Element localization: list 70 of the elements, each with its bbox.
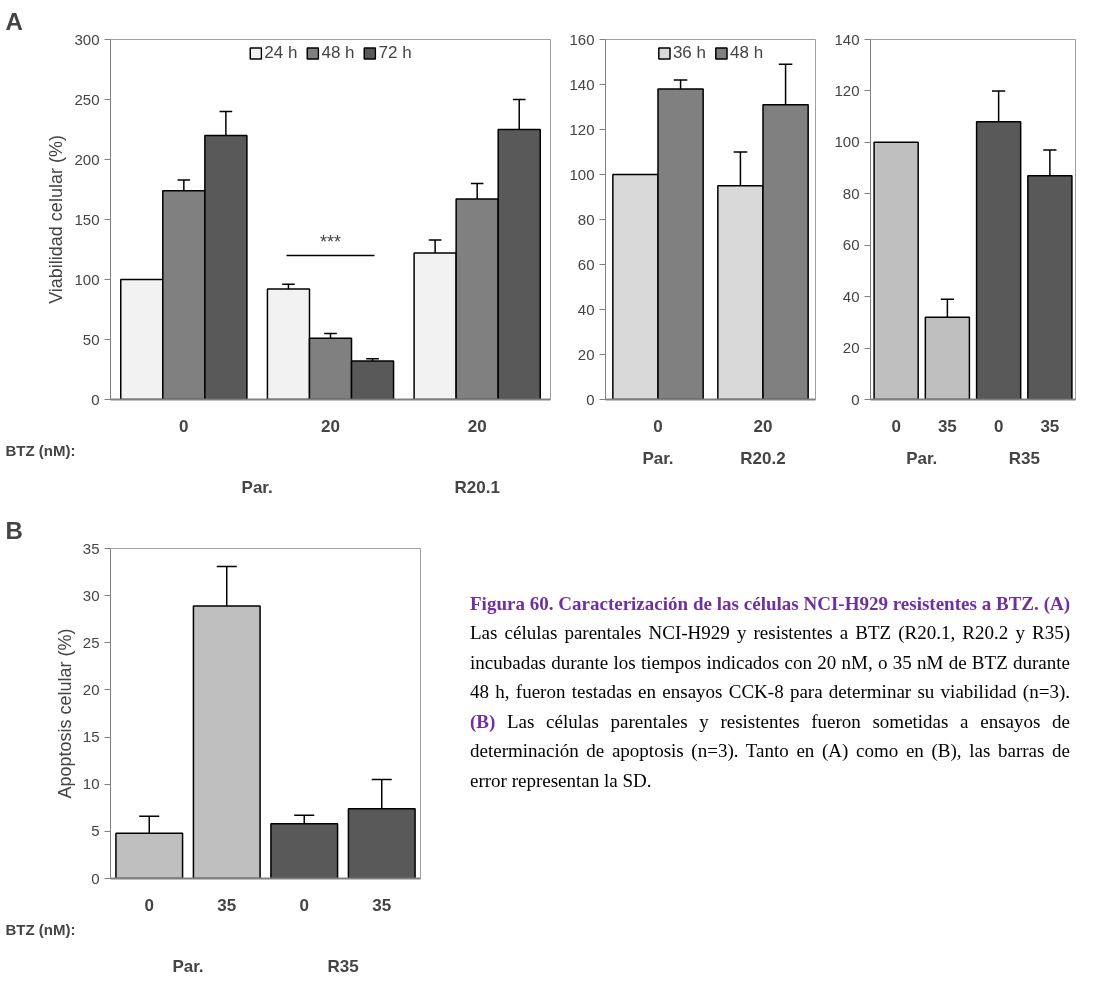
x-tick-label: 20 (753, 416, 773, 436)
y-tick-label: 15 (82, 728, 100, 746)
text: B (5, 516, 23, 544)
y-axis-title: Viabilidad celular (%) (46, 135, 67, 304)
y-tick-label: 100 (569, 165, 595, 183)
y-tick-label: 160 (569, 30, 595, 48)
x-tick-label: 35 (937, 416, 957, 436)
y-tick-label: 150 (74, 210, 100, 228)
x-tick-label: 35 (1040, 416, 1060, 436)
text: R20.2 (740, 448, 786, 468)
y-tick-label: 140 (569, 75, 595, 93)
y-tick-label: 30 (82, 586, 100, 604)
legend-label: 72 h (378, 43, 412, 63)
y-tick-label: 0 (586, 390, 595, 408)
x-tick-label: 0 (299, 895, 309, 915)
text: R20.1 (454, 477, 500, 497)
y-tick-label: 80 (842, 184, 860, 202)
y-tick-label: 50 (82, 330, 100, 348)
y-tick-label: 300 (74, 30, 100, 48)
y-tick-label: 25 (82, 633, 100, 651)
bar (873, 141, 919, 400)
x-tick-label: 0 (891, 416, 901, 436)
text: Par. (906, 448, 938, 468)
y-tick-label: 20 (82, 680, 100, 698)
y-tick-label: 5 (91, 822, 100, 840)
text: (A) (1043, 593, 1071, 614)
y-tick-label: 120 (834, 81, 860, 99)
x-tick-label: 0 (144, 895, 154, 915)
y-tick-label: 250 (74, 90, 100, 108)
x-tick-label: 20 (467, 416, 487, 436)
text: (B) (470, 710, 496, 732)
y-tick-label: 0 (91, 869, 100, 887)
x-tick-label: 0 (179, 416, 189, 436)
y-tick-label: 10 (82, 775, 100, 793)
y-axis-title: Apoptosis celular (%) (54, 628, 75, 799)
text: Las células parentales NCI-H929 y resistentes a BTZ (R20.1, R20.2 y R35) incubadas durante los tiempos indicados con 20 nM, o 35 nM de BTZ durante 48 h, fueron testadas en ensayos CCK-8 para determinar su viabilidad (n=3). (470, 622, 1070, 703)
legend-label: 36 h (672, 43, 706, 63)
y-tick-label: 100 (834, 133, 860, 151)
x-tick-label: 35 (217, 895, 237, 915)
y-tick-label: 60 (577, 255, 595, 273)
x-tick-label: 35 (372, 895, 392, 915)
x-tick-label: 0 (653, 416, 663, 436)
text: Par. (241, 477, 273, 497)
y-tick-label: 20 (577, 345, 595, 363)
legend-label: 48 h (730, 43, 764, 63)
y-tick-label: 0 (851, 390, 860, 408)
text: R35 (327, 956, 359, 976)
y-tick-label: 20 (842, 339, 860, 357)
text: BTZ (nM): (5, 441, 76, 459)
y-tick-label: 35 (82, 539, 100, 557)
y-tick-label: 60 (842, 236, 860, 254)
y-tick-label: 100 (74, 270, 100, 288)
y-tick-label: 140 (834, 30, 860, 48)
legend-label: 48 h (321, 43, 355, 63)
y-tick-label: 0 (91, 390, 100, 408)
text: Figura 60. Caracterización de las células NCI-H929 resistentes a BTZ. (470, 593, 1039, 614)
text: Par. (172, 956, 204, 976)
y-tick-label: 40 (577, 300, 595, 318)
text: BTZ (nM): (5, 920, 76, 938)
text: A (5, 7, 23, 35)
x-tick-label: 0 (993, 416, 1004, 436)
y-tick-label: 200 (74, 150, 100, 168)
y-tick-label: 40 (842, 287, 860, 305)
x-tick-label: 20 (321, 416, 340, 436)
annotation: *** (319, 231, 342, 252)
text: R35 (1008, 448, 1040, 468)
legend-label: 24 h (264, 43, 298, 63)
y-tick-label: 80 (577, 210, 595, 228)
text: Par. (642, 448, 674, 468)
y-tick-label: 120 (569, 120, 595, 138)
